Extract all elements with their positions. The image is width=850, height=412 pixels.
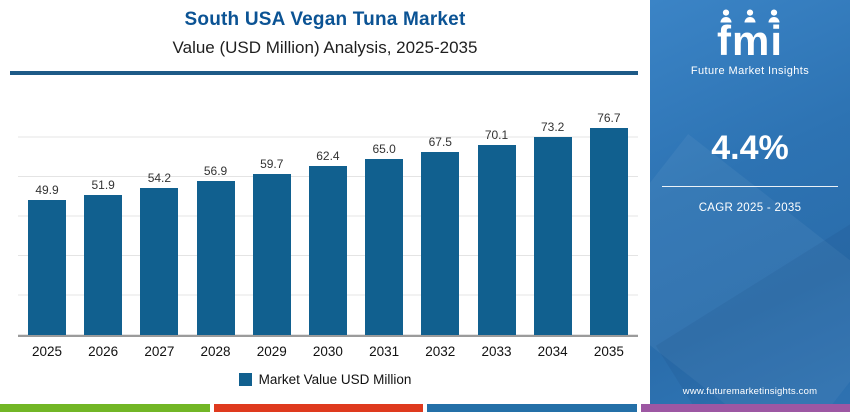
bar-value-label: 49.9 bbox=[35, 183, 59, 197]
bar-value-label: 76.7 bbox=[597, 110, 621, 125]
plot-area: 49.9 51.9 54.2 56.9 59.7 62.4 65.0 67.5 70.1 73.2… bbox=[18, 99, 638, 337]
bar bbox=[589, 127, 628, 335]
bar-value-label: 56.9 bbox=[203, 164, 228, 179]
bar-value-label: 65.0 bbox=[372, 142, 396, 157]
logo-wordmark: fmi bbox=[717, 17, 783, 64]
legend-color-swatch bbox=[238, 373, 252, 386]
bar bbox=[308, 166, 347, 335]
bar-group: 76.7 bbox=[585, 111, 633, 335]
stripe-segment bbox=[213, 404, 423, 412]
footer-color-stripe bbox=[0, 404, 850, 412]
chart-panel: South USA Vegan Tuna Market Value (USD M… bbox=[0, 0, 650, 387]
bar-value-label: 54.2 bbox=[147, 171, 172, 186]
bar-group: 73.2 bbox=[529, 120, 577, 335]
bar-group: 67.5 bbox=[416, 135, 464, 335]
bar-value-label: 51.9 bbox=[91, 177, 115, 192]
bar-group: 49.9 bbox=[23, 183, 71, 335]
chart-title: South USA Vegan Tuna Market bbox=[184, 9, 466, 30]
bar-group: 56.9 bbox=[192, 164, 240, 335]
cagr-value: 4.4% bbox=[711, 129, 789, 167]
chart-header: South USA Vegan Tuna Market Value (USD M… bbox=[0, 0, 650, 58]
legend-label: Market Value USD Million bbox=[258, 372, 412, 387]
bar-value-label: 70.1 bbox=[484, 128, 509, 143]
bar bbox=[196, 181, 235, 335]
bar-group: 62.4 bbox=[304, 149, 352, 335]
brand-sidebar: fmi Future Market Insights 4.4% CAGR 202… bbox=[650, 0, 850, 404]
sidebar-divider-rule bbox=[662, 186, 838, 187]
x-tick-label: 2025 bbox=[31, 344, 63, 359]
bar-value-label: 67.5 bbox=[428, 135, 452, 150]
brand-name: Future Market Insights bbox=[690, 65, 810, 77]
cagr-label: CAGR 2025 - 2035 bbox=[698, 202, 802, 214]
people-icon bbox=[720, 9, 780, 23]
x-axis-labels: 2025 2026 2027 2028 2029 2030 2031 2032 2033 2034… bbox=[18, 344, 638, 359]
x-tick-label: 2030 bbox=[312, 344, 343, 359]
x-tick-label: 2029 bbox=[256, 344, 287, 359]
fmi-logo: fmi Future Market Insights bbox=[650, 0, 850, 77]
x-tick-label: 2026 bbox=[88, 344, 119, 359]
bar bbox=[140, 188, 179, 335]
bars-row: 49.9 51.9 54.2 56.9 59.7 62.4 65.0 67.5 70.1 73.2… bbox=[18, 99, 638, 335]
bar bbox=[365, 159, 404, 335]
bar bbox=[533, 137, 572, 335]
bar-group: 59.7 bbox=[248, 156, 296, 335]
bar bbox=[477, 145, 516, 335]
x-tick-label: 2027 bbox=[144, 344, 175, 359]
website-url: www.futuremarketinsights.com bbox=[682, 386, 818, 397]
bar bbox=[421, 152, 460, 335]
bar-group: 51.9 bbox=[79, 178, 127, 335]
stripe-segment bbox=[0, 404, 210, 412]
x-tick-label: 2035 bbox=[593, 344, 624, 359]
x-tick-label: 2033 bbox=[481, 344, 512, 359]
x-tick-label: 2028 bbox=[200, 344, 231, 359]
stripe-segment bbox=[640, 404, 850, 412]
bar-value-label: 59.7 bbox=[260, 156, 284, 171]
bar-group: 70.1 bbox=[473, 128, 521, 335]
header-divider-rule bbox=[10, 71, 638, 75]
x-tick-label: 2032 bbox=[425, 344, 456, 359]
bar bbox=[28, 200, 66, 335]
legend: Market Value USD Million bbox=[0, 372, 650, 387]
x-tick-label: 2031 bbox=[369, 344, 400, 359]
bar-value-label: 73.2 bbox=[541, 120, 565, 134]
x-tick-label: 2034 bbox=[537, 344, 568, 359]
bar-group: 54.2 bbox=[135, 171, 183, 335]
bar bbox=[84, 194, 123, 335]
bar-group: 65.0 bbox=[360, 142, 408, 335]
stripe-segment bbox=[427, 404, 637, 412]
chart-subtitle: Value (USD Million) Analysis, 2025-2035 bbox=[172, 38, 478, 57]
bar-value-label: 62.4 bbox=[316, 149, 340, 164]
bar bbox=[252, 173, 291, 335]
